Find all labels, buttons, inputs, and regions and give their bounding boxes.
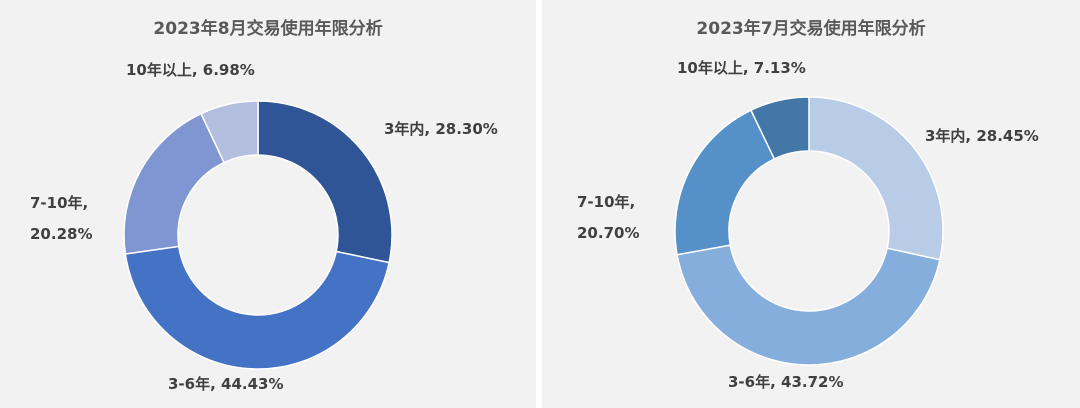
slice-august-within-3y: [257, 100, 393, 264]
donut-chart-august: [123, 100, 393, 370]
label-july-7-10y: 7-10年, 20.70%: [577, 187, 639, 249]
label-august-3-6y: 3-6年, 44.43%: [168, 375, 284, 393]
slice-july-7-10y: [674, 109, 776, 256]
slice-july-over-10y: [749, 96, 810, 160]
label-august-7-10y: 7-10年, 20.28%: [30, 188, 92, 250]
label-august-7-10y-name: 7-10年,: [30, 194, 89, 212]
slice-july-within-3y: [808, 96, 944, 261]
label-july-3-6y: 3-6年, 43.72%: [728, 373, 844, 391]
chart-title-august: 2023年8月交易使用年限分析: [153, 19, 383, 39]
label-july-within-3y: 3年内, 28.45%: [925, 127, 1039, 145]
slice-august-7-10y: [123, 112, 226, 255]
donut-chart-july: [674, 96, 944, 366]
label-august-7-10y-value: 20.28%: [30, 225, 93, 243]
chart-panel-july: 2023年7月交易使用年限分析 3年内, 28.45% 3-6年, 43.72%…: [542, 0, 1080, 408]
slice-july-3-6y: [676, 244, 941, 366]
slice-august-3-6y: [124, 245, 391, 370]
chart-panel-august: 2023年8月交易使用年限分析 3年内, 28.30% 3-6年, 44.43%…: [0, 0, 536, 408]
slice-august-over-10y: [200, 100, 259, 164]
chart-title-july: 2023年7月交易使用年限分析: [696, 19, 926, 39]
label-august-within-3y: 3年内, 28.30%: [384, 120, 498, 138]
label-july-7-10y-name: 7-10年,: [577, 193, 636, 211]
label-august-over-10y: 10年以上, 6.98%: [126, 61, 255, 79]
label-july-7-10y-value: 20.70%: [577, 224, 640, 242]
label-july-over-10y: 10年以上, 7.13%: [677, 59, 806, 77]
